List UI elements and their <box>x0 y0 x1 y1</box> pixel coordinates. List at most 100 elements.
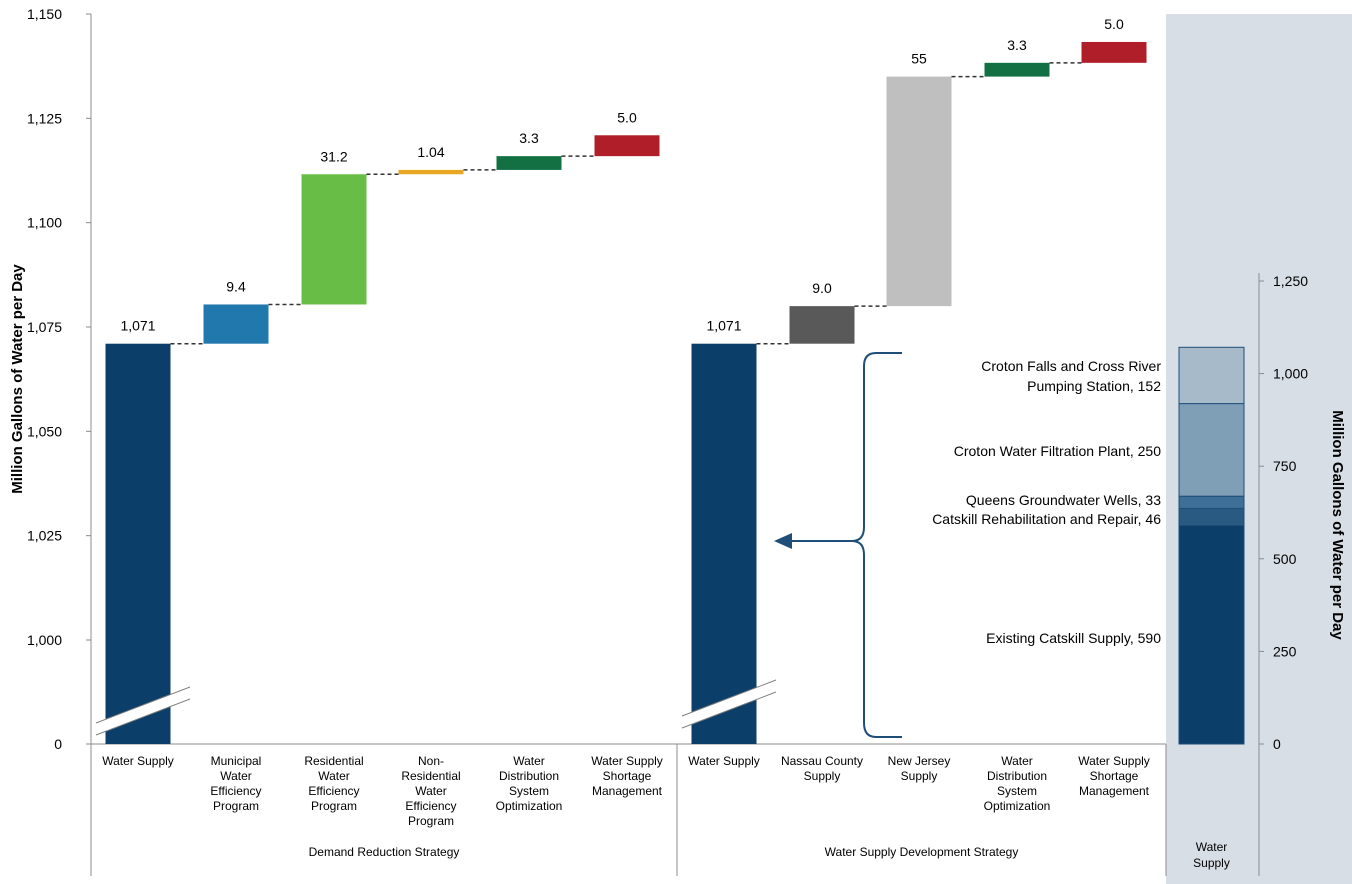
category-label-line: Water <box>1001 754 1033 768</box>
supply-segment-2 <box>1178 495 1245 509</box>
category-label: Residential Water Efficiency Program <box>304 754 363 813</box>
left-axis-tick-label: 1,050 <box>27 423 62 439</box>
bar-0-5 <box>594 135 660 157</box>
category-label-line: System <box>997 784 1037 798</box>
left-axis-tick-label: 1,000 <box>27 632 62 648</box>
category-label-line: Water <box>415 784 447 798</box>
bar-0-2 <box>301 174 367 305</box>
data-label: 5.0 <box>617 109 637 125</box>
left-axis-tick-label: 1,100 <box>27 215 62 231</box>
left-axis-tick-label: 1,150 <box>27 6 62 22</box>
bar-0-3 <box>398 169 464 175</box>
right-axis-tick-label: 250 <box>1273 643 1297 659</box>
bar-0-0 <box>105 343 171 744</box>
data-label: 3.3 <box>1007 37 1027 53</box>
right-axis-tick-label: 1,250 <box>1273 273 1308 289</box>
category-label-line: Program <box>213 799 259 813</box>
supply-category-line: Water <box>1196 840 1228 854</box>
bar-1-2 <box>886 76 952 307</box>
category-label: New Jersey Supply <box>888 754 951 783</box>
data-label: 5.0 <box>1104 16 1124 32</box>
left-axis-title: Million Gallons of Water per Day <box>9 264 26 494</box>
category-label-line: Supply <box>901 769 938 783</box>
bar-1-1 <box>789 306 855 344</box>
category-label-line: Water Supply <box>591 754 663 768</box>
bracket <box>851 352 902 738</box>
data-label: 55 <box>911 51 927 67</box>
category-label-line: Efficiency <box>308 784 359 798</box>
category-label-line: Efficiency <box>210 784 261 798</box>
supply-segment-0 <box>1178 524 1245 745</box>
category-label-line: Shortage <box>603 769 652 783</box>
category-label-line: Water <box>318 769 350 783</box>
category-label: Nassau County Supply <box>781 754 863 783</box>
component-label-line: Pumping Station, 152 <box>1027 378 1161 394</box>
data-label: 1.04 <box>417 144 444 160</box>
category-label-line: System <box>509 784 549 798</box>
category-label-line: Residential <box>304 754 363 768</box>
left-axis-tick-label: 1,025 <box>27 528 62 544</box>
bar-1-0 <box>691 343 757 744</box>
supply-category-label: Water Supply <box>1193 840 1230 870</box>
axis-break-line <box>95 698 191 736</box>
bar-0-1 <box>203 304 269 344</box>
left-axis-tick-label: 0 <box>54 736 62 752</box>
component-label: Croton Water Filtration Plant, 250 <box>954 443 1161 459</box>
category-label-line: Water Supply <box>1078 754 1150 768</box>
category-label: Water Distribution System Optimization <box>496 754 563 813</box>
category-label: Water Supply Shortage Management <box>591 754 663 798</box>
category-label-line: Shortage <box>1090 769 1139 783</box>
bar-1-4 <box>1081 41 1147 63</box>
category-label-line: Optimization <box>984 799 1051 813</box>
supply-segment-3 <box>1178 403 1245 497</box>
component-label: Queens Groundwater Wells, 33 <box>966 492 1161 508</box>
component-label: Croton Falls and Cross River Pumping Stat… <box>981 358 1161 394</box>
right-axis-tick-label: 500 <box>1273 551 1297 567</box>
data-label: 31.2 <box>320 148 347 164</box>
supply-category-line: Supply <box>1193 856 1230 870</box>
bar-0-4 <box>496 156 562 170</box>
category-label-line: Non- <box>418 754 444 768</box>
left-axis-tick-label: 1,125 <box>27 110 62 126</box>
category-label: Water Supply Shortage Management <box>1078 754 1150 798</box>
category-label-line: Water <box>220 769 252 783</box>
data-label: 9.0 <box>812 280 832 296</box>
left-axis-tick-label: 1,075 <box>27 319 62 335</box>
category-label: Water Supply <box>102 754 174 768</box>
right-axis-tick-label: 750 <box>1273 458 1297 474</box>
category-label: Water Supply <box>688 754 760 768</box>
data-label: 1,071 <box>706 318 741 334</box>
group-label: Water Supply Development Strategy <box>825 845 1019 859</box>
category-label-line: Municipal <box>211 754 262 768</box>
axis-break-line <box>681 691 777 729</box>
right-axis-tick-label: 1,000 <box>1273 366 1308 382</box>
category-label-line: Water <box>513 754 545 768</box>
category-label-line: Distribution <box>987 769 1047 783</box>
arrow-head <box>774 533 792 549</box>
category-label-line: Water Supply <box>102 754 174 768</box>
data-label: 9.4 <box>226 278 246 294</box>
category-label-line: Supply <box>804 769 841 783</box>
right-axis-tick-label: 0 <box>1273 736 1281 752</box>
category-label: Municipal Water Efficiency Program <box>210 754 261 813</box>
category-label-line: Program <box>311 799 357 813</box>
category-label-line: Distribution <box>499 769 559 783</box>
component-label: Catskill Rehabilitation and Repair, 46 <box>932 511 1161 527</box>
category-label-line: Management <box>592 784 663 798</box>
category-label-line: Management <box>1079 784 1150 798</box>
category-label: Non-Residential Water Efficiency Program <box>401 754 460 828</box>
right-axis-title: Million Gallons of Water per Day <box>1329 410 1346 640</box>
component-label-line: Croton Falls and Cross River <box>981 358 1161 374</box>
axis-break-gap <box>96 687 190 735</box>
data-label: 1,071 <box>120 318 155 334</box>
supply-segment-4 <box>1178 346 1245 405</box>
axis-break-gap <box>682 680 776 728</box>
axis-break-line <box>95 686 191 724</box>
category-label-line: Program <box>408 814 454 828</box>
axis-break-line <box>681 679 777 717</box>
category-label-line: Efficiency <box>405 799 456 813</box>
bar-1-3 <box>984 62 1050 77</box>
category-label-line: Water Supply <box>688 754 760 768</box>
category-label-line: New Jersey <box>888 754 951 768</box>
